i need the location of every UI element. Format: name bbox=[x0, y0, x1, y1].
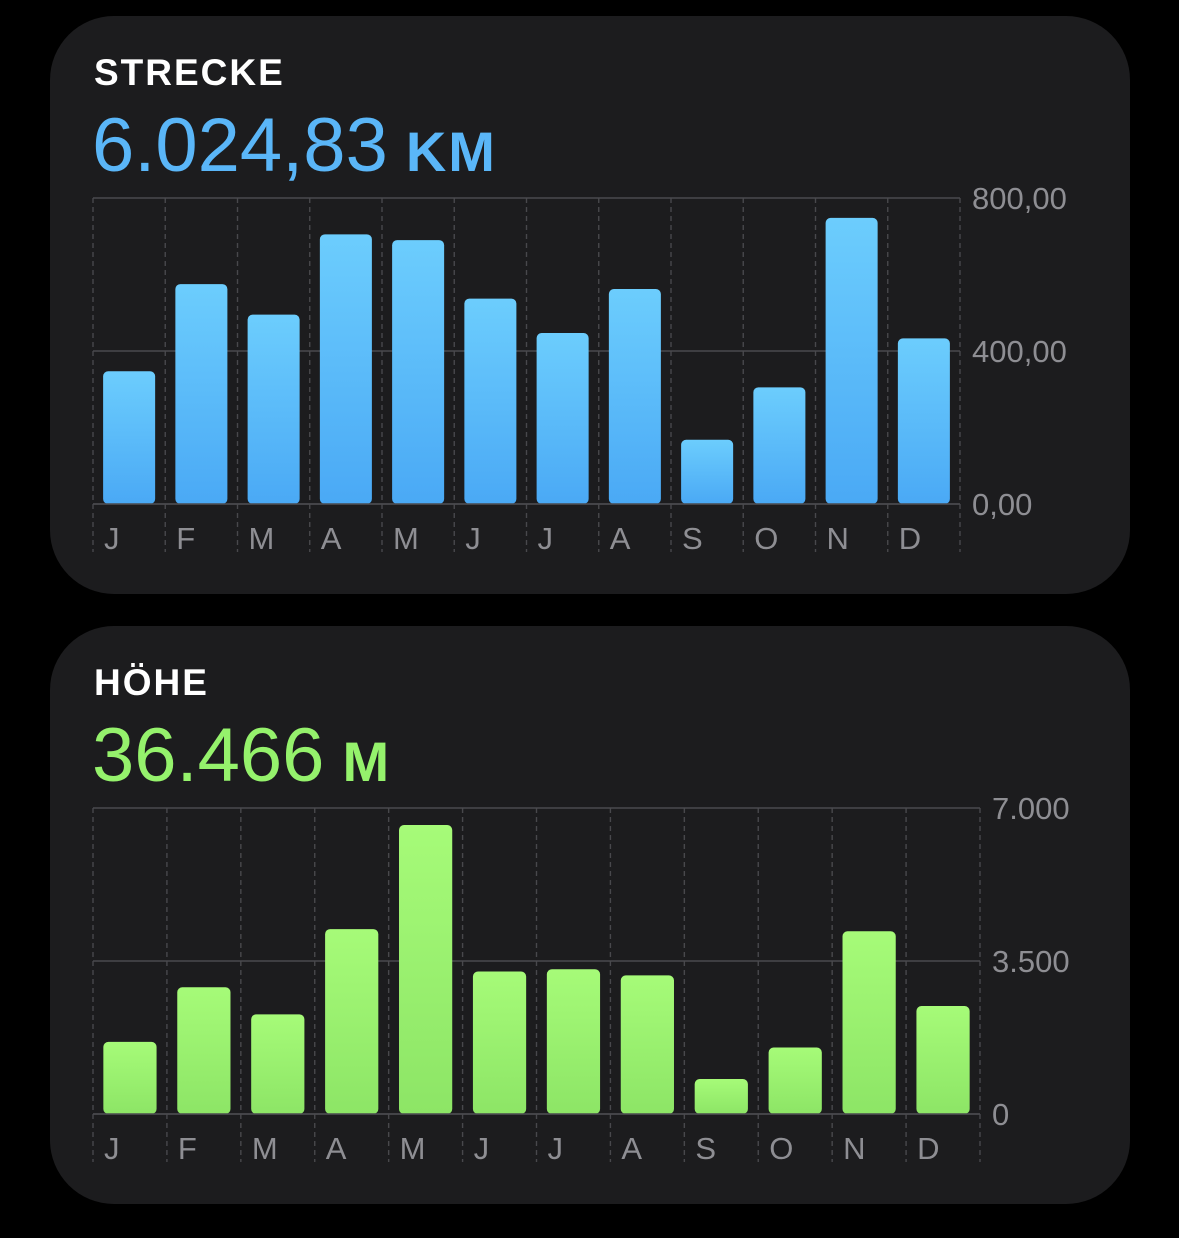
distance-month-label: J bbox=[465, 521, 481, 556]
distance-month-label: J bbox=[538, 521, 554, 556]
elevation-bar-7[interactable] bbox=[546, 969, 601, 1114]
distance-month-label: F bbox=[176, 521, 195, 556]
distance-y-tick-label: 400,00 bbox=[972, 334, 1067, 369]
elevation-month-label: N bbox=[843, 1131, 865, 1166]
distance-y-tick-label: 800,00 bbox=[972, 181, 1067, 216]
elevation-bar-10[interactable] bbox=[768, 1047, 822, 1114]
distance-bar-12[interactable] bbox=[897, 338, 950, 504]
distance-bar-10[interactable] bbox=[753, 387, 806, 504]
distance-card[interactable]: STRECKE 6.024,83 KM 0,00 400,00 800,00 J F M A M… bbox=[50, 16, 1130, 594]
distance-month-label: D bbox=[899, 521, 921, 556]
elevation-month-label: O bbox=[769, 1131, 793, 1166]
elevation-bar-chart: 0 3.500 7.000 J F M A M J J A S O N D bbox=[92, 791, 1070, 1166]
distance-bar-8[interactable] bbox=[608, 289, 661, 504]
distance-month-label: O bbox=[754, 521, 778, 556]
distance-month-label: J bbox=[104, 521, 120, 556]
elevation-bar-1[interactable] bbox=[103, 1041, 157, 1114]
elevation-month-label: F bbox=[178, 1131, 197, 1166]
elevation-card[interactable]: HÖHE 36.466 M 0 3.500 7.000 J F M A M J J A S O N D bbox=[50, 626, 1130, 1204]
elevation-total-unit: M bbox=[342, 730, 392, 793]
elevation-bar-9[interactable] bbox=[694, 1079, 748, 1114]
elevation-month-label: J bbox=[104, 1131, 120, 1166]
distance-bar-2[interactable] bbox=[175, 284, 228, 504]
distance-bar-7[interactable] bbox=[536, 333, 589, 504]
distance-title: STRECKE bbox=[94, 52, 285, 93]
distance-bar-11[interactable] bbox=[825, 217, 878, 504]
elevation-month-label: A bbox=[621, 1131, 642, 1166]
distance-bar-chart: 0,00 400,00 800,00 J F M A M J J A S O N D bbox=[92, 181, 1067, 556]
distance-bar-1[interactable] bbox=[103, 371, 156, 504]
elevation-bar-2[interactable] bbox=[177, 987, 231, 1114]
distance-bar-6[interactable] bbox=[464, 298, 517, 504]
distance-month-label: A bbox=[610, 521, 631, 556]
distance-month-label: M bbox=[249, 521, 275, 556]
elevation-y-tick-label: 0 bbox=[992, 1097, 1009, 1132]
elevation-bar-12[interactable] bbox=[916, 1006, 970, 1114]
elevation-bar-6[interactable] bbox=[472, 971, 527, 1114]
elevation-month-label: M bbox=[400, 1131, 426, 1166]
distance-month-label: N bbox=[827, 521, 849, 556]
elevation-total: 36.466 M bbox=[92, 718, 391, 794]
elevation-month-label: M bbox=[252, 1131, 278, 1166]
distance-bar-9[interactable] bbox=[681, 439, 734, 504]
distance-month-label: M bbox=[393, 521, 419, 556]
elevation-month-label: A bbox=[326, 1131, 347, 1166]
distance-bar-3[interactable] bbox=[247, 314, 300, 504]
distance-month-label: S bbox=[682, 521, 703, 556]
elevation-total-value: 36.466 bbox=[92, 713, 325, 798]
distance-bar-4[interactable] bbox=[319, 234, 372, 504]
elevation-bar-4[interactable] bbox=[325, 929, 379, 1114]
elevation-bar-11[interactable] bbox=[842, 931, 896, 1114]
distance-total-value: 6.024,83 bbox=[92, 103, 388, 188]
elevation-bar-3[interactable] bbox=[251, 1014, 305, 1114]
distance-bar-5[interactable] bbox=[392, 240, 445, 504]
elevation-month-label: S bbox=[695, 1131, 716, 1166]
elevation-bar-5[interactable] bbox=[399, 825, 453, 1114]
elevation-month-label: D bbox=[917, 1131, 939, 1166]
elevation-y-tick-label: 3.500 bbox=[992, 944, 1070, 979]
distance-total: 6.024,83 KM bbox=[92, 108, 497, 184]
distance-total-unit: KM bbox=[405, 120, 497, 183]
elevation-month-label: J bbox=[548, 1131, 564, 1166]
elevation-title: HÖHE bbox=[94, 662, 209, 703]
elevation-month-label: J bbox=[474, 1131, 490, 1166]
elevation-y-tick-label: 7.000 bbox=[992, 791, 1070, 826]
distance-month-label: A bbox=[321, 521, 342, 556]
distance-y-tick-label: 0,00 bbox=[972, 487, 1032, 522]
elevation-bar-8[interactable] bbox=[620, 975, 674, 1114]
